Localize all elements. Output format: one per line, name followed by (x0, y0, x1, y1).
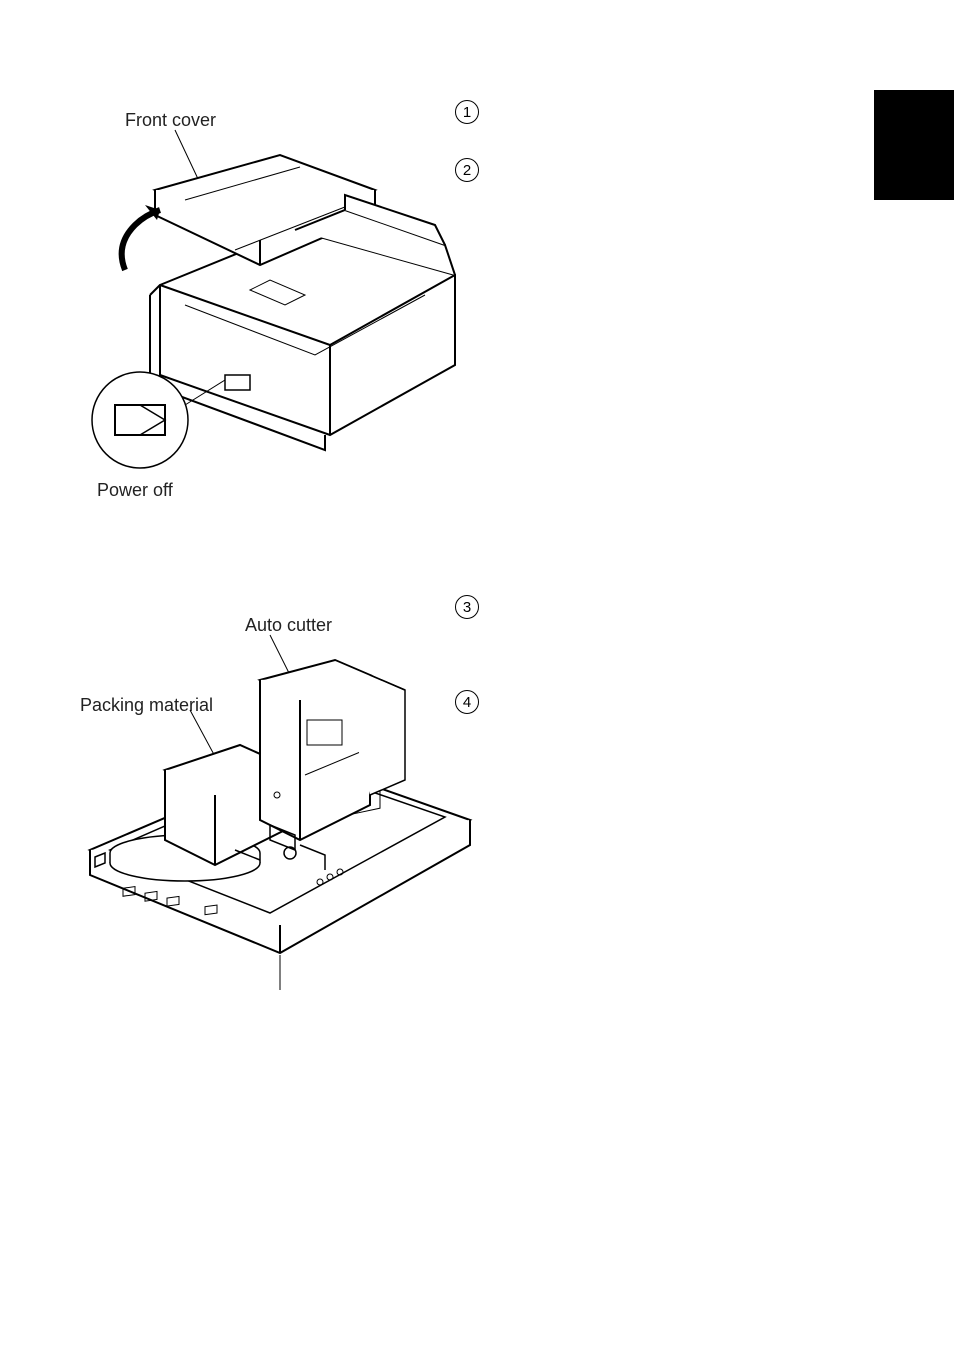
figure-printer-front-cover (85, 95, 465, 515)
figure-printer-auto-cutter (75, 595, 475, 1015)
document-page: Front cover Power off Auto cutter Packin… (0, 0, 954, 1355)
side-tab (874, 90, 954, 200)
